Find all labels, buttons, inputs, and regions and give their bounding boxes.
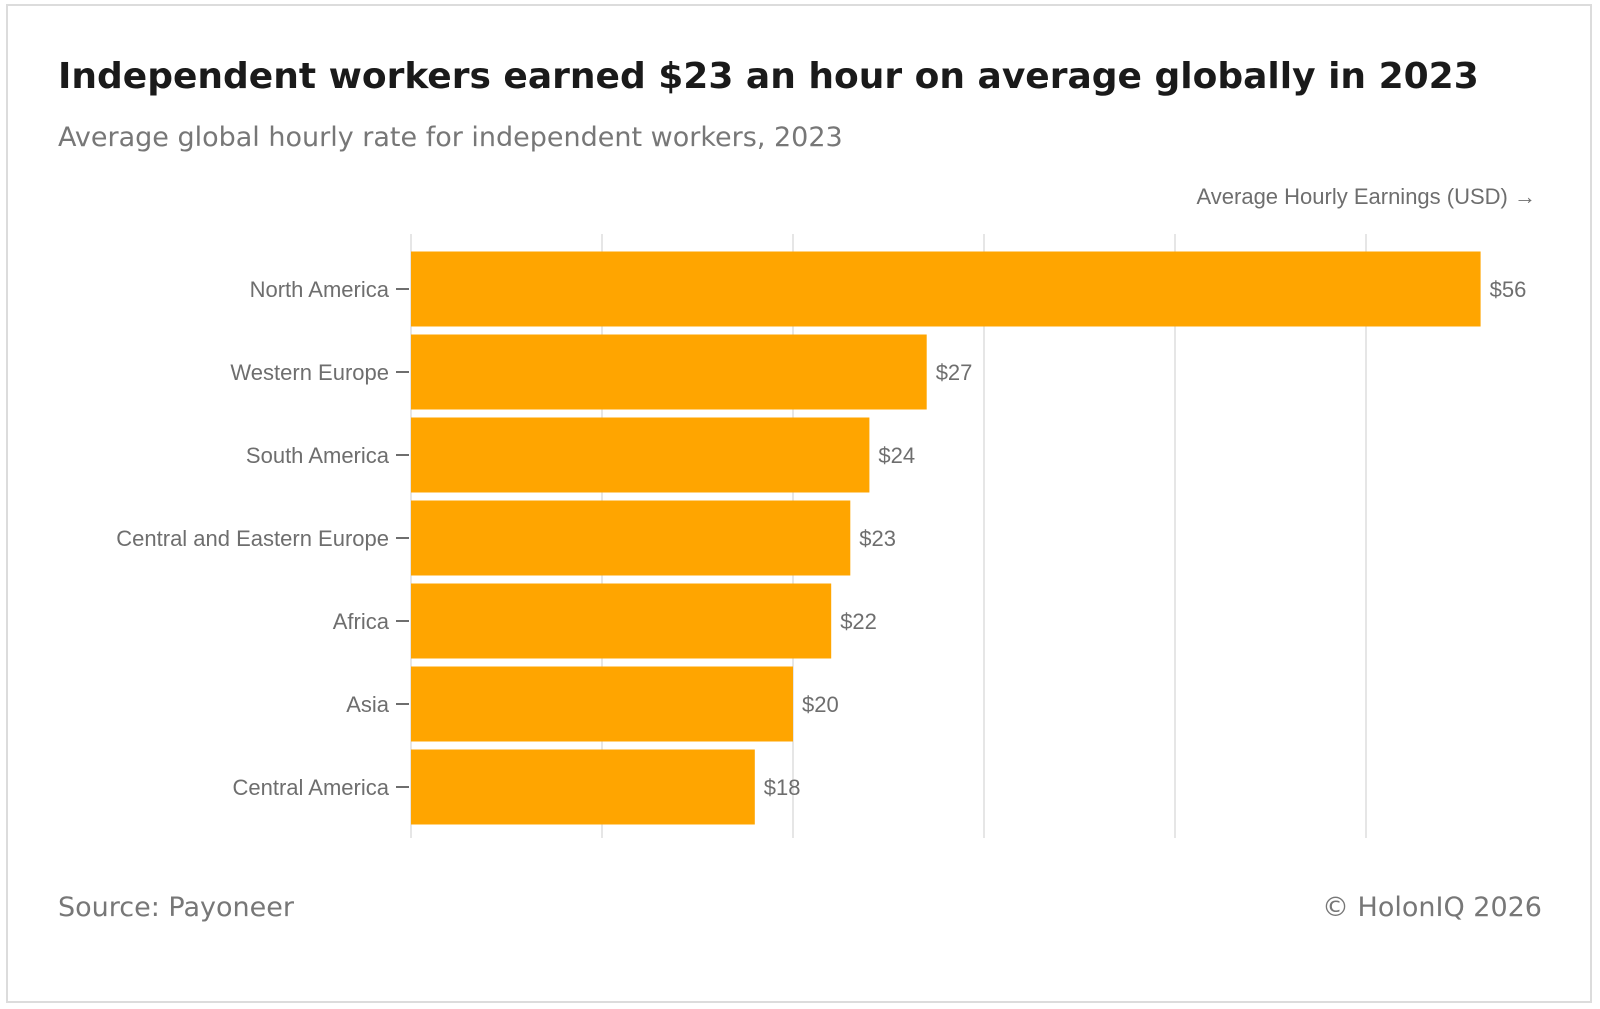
x-axis-title: Average Hourly Earnings (USD) → xyxy=(1197,184,1537,209)
category-label: Western Europe xyxy=(230,360,389,385)
category-label: North America xyxy=(250,277,390,302)
category-label: Africa xyxy=(333,609,390,634)
value-label: $24 xyxy=(878,443,915,468)
value-label: $18 xyxy=(764,775,801,800)
bar xyxy=(411,334,927,410)
value-label: $20 xyxy=(802,692,839,717)
category-label: South America xyxy=(246,443,390,468)
value-label: $56 xyxy=(1490,277,1527,302)
bar xyxy=(411,583,832,659)
category-label: Central America xyxy=(232,775,389,800)
value-label: $22 xyxy=(840,609,877,634)
value-label: $23 xyxy=(859,526,896,551)
bar xyxy=(411,251,1481,327)
bars xyxy=(411,251,1481,825)
source-note: Source: Payoneer xyxy=(58,892,294,923)
value-label: $27 xyxy=(936,360,973,385)
bar xyxy=(411,749,755,825)
category-label: Central and Eastern Europe xyxy=(116,526,389,551)
labels: North America $56 Western Europe $27 South A… xyxy=(116,277,1526,800)
chart-title: Independent workers earned $23 an hour o… xyxy=(58,56,1479,97)
bar xyxy=(411,500,851,576)
category-label: Asia xyxy=(346,692,390,717)
copyright-note: © HolonIQ 2026 xyxy=(1321,892,1542,923)
chart-subtitle: Average global hourly rate for independe… xyxy=(58,122,843,153)
bar xyxy=(411,417,870,493)
bar xyxy=(411,666,793,742)
